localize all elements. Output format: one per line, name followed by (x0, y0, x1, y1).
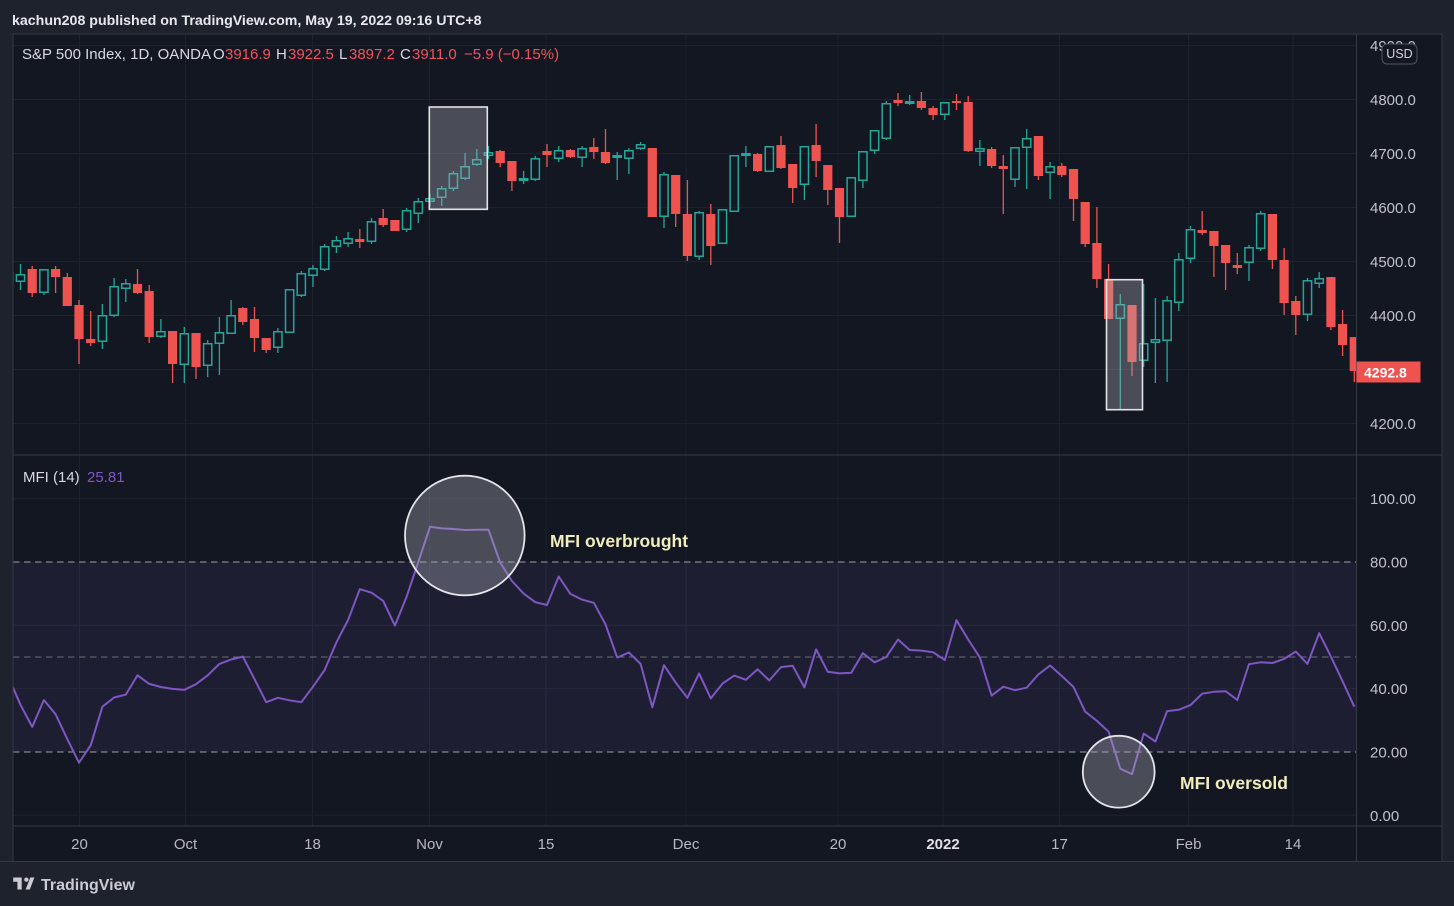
svg-text:14: 14 (1285, 836, 1302, 853)
svg-text:−5.9 (−0.15%): −5.9 (−0.15%) (464, 46, 559, 63)
svg-text:4200.0: 4200.0 (1370, 416, 1416, 433)
svg-text:S&P 500 Index, 1D, OANDA: S&P 500 Index, 1D, OANDA (22, 46, 211, 63)
svg-text:25.81: 25.81 (87, 469, 125, 486)
svg-text:H: H (276, 46, 287, 63)
svg-text:15: 15 (538, 836, 555, 853)
svg-text:20: 20 (71, 836, 88, 853)
svg-text:3922.5: 3922.5 (288, 46, 334, 63)
svg-text:Oct: Oct (174, 836, 198, 853)
svg-text:kachun208 published on Trading: kachun208 published on TradingView.com, … (12, 13, 482, 29)
svg-text:L: L (339, 46, 347, 63)
svg-text:20: 20 (830, 836, 847, 853)
svg-text:40.00: 40.00 (1370, 681, 1408, 698)
svg-text:Dec: Dec (673, 836, 700, 853)
svg-text:MFI overbrought: MFI overbrought (550, 531, 688, 551)
svg-text:TradingView: TradingView (41, 877, 136, 894)
svg-text:Feb: Feb (1176, 836, 1202, 853)
svg-text:18: 18 (304, 836, 321, 853)
svg-text:O: O (213, 46, 225, 63)
svg-text:4292.8: 4292.8 (1364, 365, 1407, 381)
svg-text:3911.0: 3911.0 (412, 46, 457, 63)
svg-text:4400.0: 4400.0 (1370, 308, 1416, 325)
svg-text:Nov: Nov (416, 836, 443, 853)
svg-text:USD: USD (1386, 47, 1412, 61)
svg-text:4500.0: 4500.0 (1370, 254, 1416, 271)
svg-text:C: C (400, 46, 411, 63)
svg-text:100.00: 100.00 (1370, 491, 1416, 508)
svg-text:4700.0: 4700.0 (1370, 146, 1416, 163)
svg-text:20.00: 20.00 (1370, 745, 1408, 762)
svg-text:0.00: 0.00 (1370, 808, 1399, 825)
svg-text:3916.9: 3916.9 (225, 46, 271, 63)
svg-text:MFI oversold: MFI oversold (1180, 773, 1288, 793)
svg-text:17: 17 (1051, 836, 1068, 853)
svg-text:80.00: 80.00 (1370, 555, 1408, 572)
svg-text:2022: 2022 (926, 836, 959, 853)
svg-text:4800.0: 4800.0 (1370, 92, 1416, 109)
svg-text:4600.0: 4600.0 (1370, 200, 1416, 217)
svg-text:MFI (14): MFI (14) (23, 469, 80, 486)
svg-text:60.00: 60.00 (1370, 618, 1408, 635)
svg-text:3897.2: 3897.2 (349, 46, 395, 63)
